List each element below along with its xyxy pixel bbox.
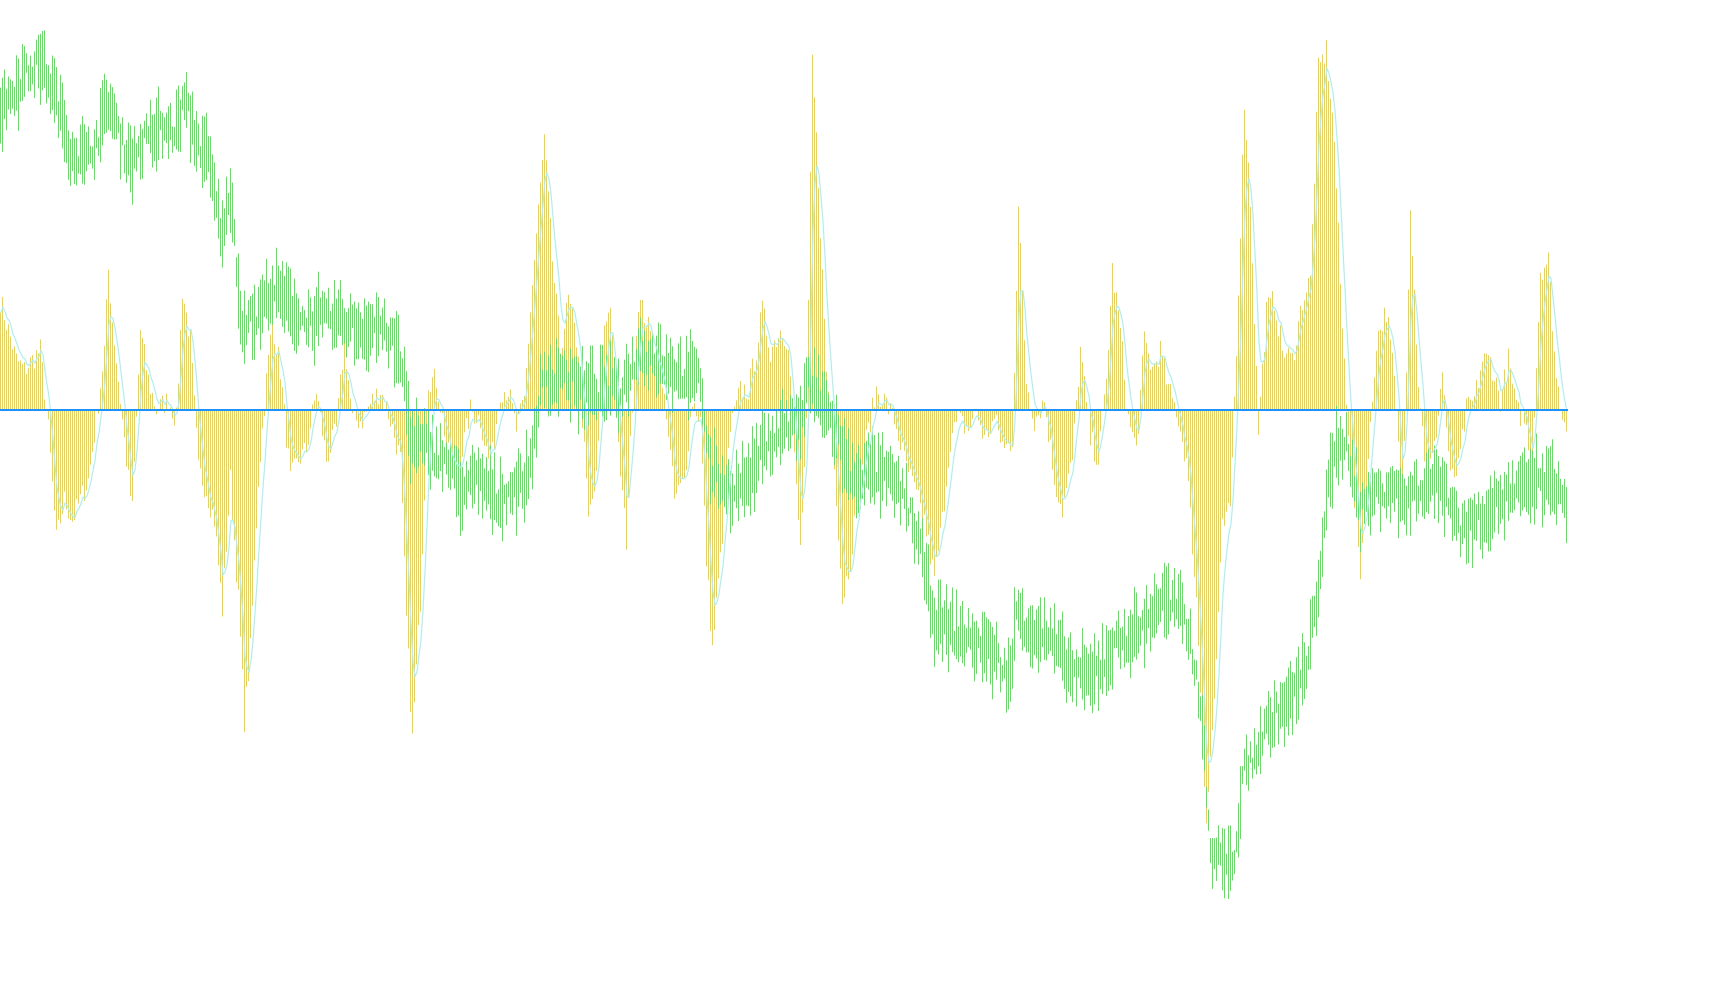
price-bars-series [0, 30, 1567, 899]
signal-line [0, 66, 1568, 765]
signal-line-series [0, 66, 1568, 765]
histogram-series [0, 40, 1567, 824]
